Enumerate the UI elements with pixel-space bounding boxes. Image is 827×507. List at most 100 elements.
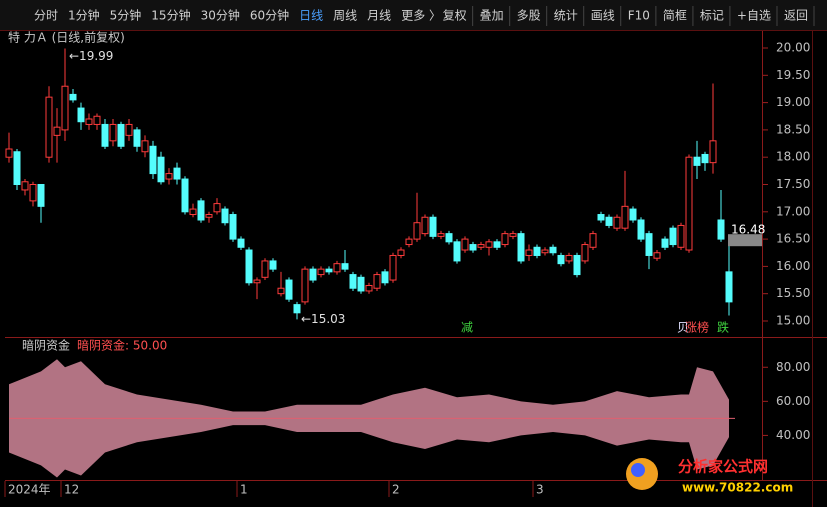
candle-body	[317, 268, 325, 276]
candle-body	[437, 233, 445, 237]
toolbar-tab[interactable]: 5分钟	[110, 8, 142, 23]
toolbar-button[interactable]: 标记	[700, 9, 724, 23]
watermark: 分析家公式网 www.70822.com	[626, 458, 793, 495]
indicator-title: 暗阴资金	[22, 338, 70, 353]
candle-body	[221, 208, 229, 224]
x-tick-label: 1	[240, 483, 248, 497]
candle-body	[93, 115, 101, 125]
candle-body	[101, 123, 109, 147]
candle-body	[581, 244, 589, 262]
candle-body	[637, 219, 645, 240]
candle-body	[29, 184, 37, 202]
candle-body	[477, 244, 485, 248]
toolbar-button[interactable]: 画线	[591, 9, 615, 23]
toolbar-button[interactable]: 复权	[443, 9, 467, 23]
candle-body	[333, 263, 341, 273]
candle-body	[597, 214, 605, 221]
candle-body	[245, 249, 253, 284]
indicator-area	[9, 418, 729, 478]
candle-body	[421, 216, 429, 235]
x-tick-label: 3	[536, 483, 544, 497]
candle-body	[389, 254, 397, 281]
y-tick-label: 15.50	[776, 286, 810, 300]
watermark-logo	[631, 463, 645, 477]
y-tick-label: 40.00	[776, 428, 810, 442]
toolbar-button[interactable]: 统计	[554, 9, 578, 23]
x-tick-label: 2024年	[8, 483, 51, 497]
candle-body	[429, 216, 437, 237]
candle-body	[645, 233, 653, 256]
candle-body	[133, 129, 141, 147]
candle-body	[629, 208, 637, 221]
toolbar-tab[interactable]: 更多 〉	[401, 9, 441, 23]
candle-body	[181, 178, 189, 213]
candle-body	[365, 285, 373, 292]
candle-body	[533, 246, 541, 256]
toolbar-tab[interactable]: 60分钟	[250, 8, 289, 23]
toolbar-tab[interactable]: 月线	[367, 9, 391, 23]
candle-body	[453, 241, 461, 262]
y-tick-label: 17.00	[776, 204, 810, 218]
toolbar-tab[interactable]: 分时	[34, 9, 58, 23]
candle-body	[13, 151, 21, 185]
candle-body	[549, 246, 557, 254]
toolbar-button[interactable]: 叠加	[480, 9, 504, 23]
candle-body	[677, 224, 685, 248]
candle-body	[205, 214, 213, 218]
toolbar-tab[interactable]: 15分钟	[151, 8, 190, 23]
candle-body	[381, 271, 389, 284]
candle-body	[357, 276, 365, 292]
candle-body	[501, 233, 509, 246]
candle-body	[485, 241, 493, 248]
candle-body	[509, 233, 517, 237]
candle-body	[661, 238, 669, 248]
candle-body	[669, 227, 677, 246]
candle-body	[5, 148, 13, 158]
toolbar-tab[interactable]: 30分钟	[201, 8, 240, 23]
x-tick-label: 12	[64, 483, 79, 497]
candle-body	[725, 271, 733, 303]
candle-body	[269, 260, 277, 270]
candle-body	[301, 268, 309, 303]
candle-body	[341, 263, 349, 270]
signal-label: 减	[461, 321, 473, 335]
candle-body	[445, 233, 453, 243]
candle-body	[461, 238, 469, 251]
candle-body	[141, 140, 149, 153]
toolbar-button[interactable]: 返回	[784, 9, 808, 23]
y-tick-label: 20.00	[776, 41, 810, 55]
candle-body	[109, 123, 117, 142]
toolbar-button[interactable]: 多股	[517, 9, 541, 23]
watermark-title: 分析家公式网	[678, 458, 768, 476]
candle-body	[45, 96, 53, 158]
y-tick-label: 15.00	[776, 313, 810, 327]
signal-label: 涨榜	[685, 320, 709, 335]
candle-body	[53, 126, 61, 136]
candle-body	[157, 156, 165, 183]
toolbar-tab[interactable]: 周线	[333, 9, 357, 23]
candle-body	[469, 244, 477, 251]
candle-body	[253, 279, 261, 284]
candle-body	[413, 222, 421, 240]
candle-body	[605, 216, 613, 226]
indicator-area	[9, 359, 729, 419]
toolbar-bg	[0, 0, 827, 30]
toolbar-button[interactable]: +自选	[737, 9, 771, 23]
candle-body	[541, 249, 549, 254]
toolbar-tab[interactable]: 1分钟	[68, 8, 100, 23]
candle-body	[517, 233, 525, 262]
candle-body	[293, 304, 301, 314]
candle-body	[149, 145, 157, 175]
candle-body	[77, 107, 85, 123]
candle-body	[373, 274, 381, 289]
toolbar-tab[interactable]: 日线	[299, 9, 323, 23]
signal-label: 跌	[717, 320, 729, 335]
candle-body	[525, 249, 533, 256]
candle-body	[573, 254, 581, 276]
price-annotation: ←19.99	[69, 49, 113, 63]
toolbar-button[interactable]: F10	[628, 9, 650, 23]
candle-body	[709, 140, 717, 164]
toolbar-button[interactable]: 简框	[663, 9, 687, 23]
candle-body	[173, 167, 181, 180]
